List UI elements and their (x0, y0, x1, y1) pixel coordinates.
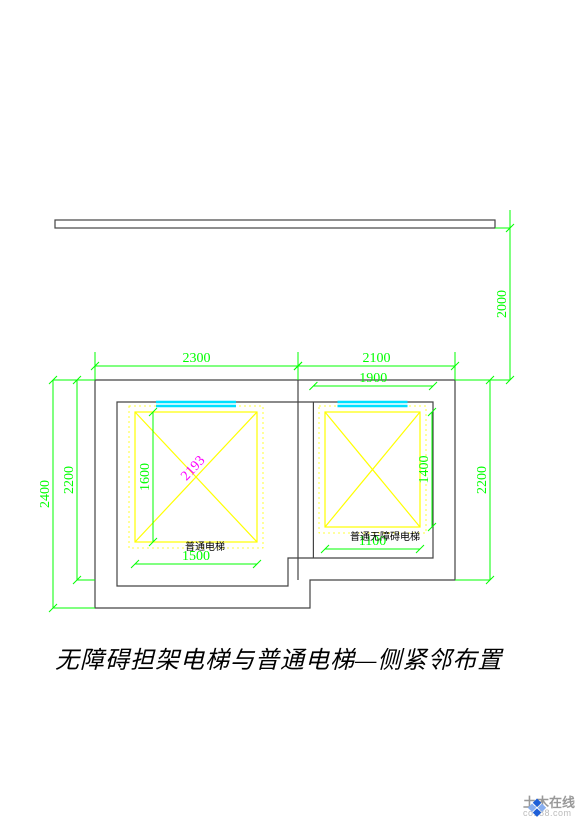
watermark-logo: 土木在线 co188.com (523, 796, 575, 818)
shaft-outer-wall (95, 380, 455, 608)
elevator-plan-drawing: 2300210019002000220022002400160014001500… (0, 0, 583, 824)
dim-1600: 1600 (138, 412, 153, 542)
svg-text:1600: 1600 (138, 463, 153, 491)
svg-text:2100: 2100 (363, 351, 391, 366)
drawing-title: 无障碍担架电梯与普通电梯—侧紧邻布置 (55, 640, 555, 675)
dim-2300: 2300 (95, 351, 298, 380)
svg-text:1900: 1900 (359, 371, 387, 386)
dim-2000: 2000 (455, 228, 510, 380)
dim-1400: 1400 (417, 412, 432, 527)
dim-left-2200: 2200 (62, 380, 95, 580)
svg-text:2200: 2200 (475, 466, 490, 494)
svg-text:2000: 2000 (495, 290, 510, 318)
svg-text:2400: 2400 (38, 480, 53, 508)
svg-text:1400: 1400 (417, 456, 432, 484)
dim-right-2200: 2200 (455, 380, 490, 580)
label-right-elevator: 普通无障碍电梯 (350, 530, 420, 543)
svg-text:2300: 2300 (183, 351, 211, 366)
dim-1900: 1900 (313, 371, 433, 386)
label-left-elevator: 普通电梯 (185, 540, 225, 553)
right-elevator-cab (319, 402, 426, 533)
svg-text:2200: 2200 (62, 466, 77, 494)
